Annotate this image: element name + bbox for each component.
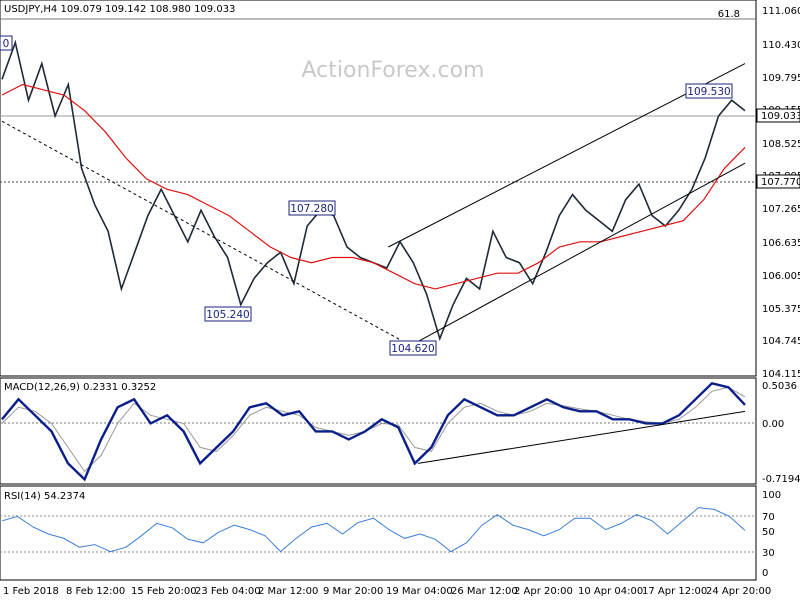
- x-tick-label: 10 Apr 04:00: [578, 586, 643, 597]
- annotation-104620: 104.620: [389, 340, 437, 356]
- annotation-105240: 105.240: [204, 306, 252, 322]
- y-tick-label: 109.795: [762, 73, 800, 84]
- x-tick-label: 26 Mar 12:00: [451, 586, 518, 597]
- rsi-series-layer: [1, 507, 746, 553]
- rsi-y-axis: 100 70 50 30 0: [762, 490, 781, 579]
- x-tick-label: 1 Feb 2018: [3, 586, 59, 597]
- macd-panel-title: MACD(12,26,9) 0.2331 0.3252: [4, 382, 156, 393]
- y-tick-label: 111.060: [762, 6, 800, 17]
- annotation-label: 0: [3, 38, 10, 50]
- x-tick-label: 24 Apr 20:00: [706, 586, 771, 597]
- x-tick-label: 23 Feb 04:00: [195, 586, 261, 597]
- y-tick-label: 30: [762, 548, 775, 559]
- x-tick-label: 19 Mar 04:00: [386, 586, 453, 597]
- y-tick-label: 104.745: [762, 336, 800, 347]
- channel-lower: [410, 162, 746, 346]
- annotation-107280: 107.280: [288, 200, 336, 216]
- macd-trendline: [418, 410, 746, 464]
- annotation-left-partial: 0: [0, 35, 13, 51]
- x-tick-label: 15 Feb 20:00: [131, 586, 197, 597]
- fib-label: 61.8: [718, 9, 740, 20]
- rsi-panel-border: [0, 485, 757, 581]
- annotation-label: 105.240: [206, 309, 249, 321]
- moving-average-layer: [1, 83, 746, 290]
- level-price-tag: 107.770: [756, 174, 800, 189]
- x-tick-label: 9 Mar 20:00: [323, 586, 383, 597]
- annotation-109530: 109.530: [685, 83, 733, 99]
- watermark: ActionForex.com: [302, 58, 485, 83]
- rsi-panel-title: RSI(14) 54.2374: [4, 491, 85, 502]
- x-tick-label: 2 Mar 12:00: [258, 586, 318, 597]
- y-tick-label: 0.00: [762, 419, 784, 430]
- y-tick-label: 106.635: [762, 238, 800, 249]
- price-series-layer: [1, 39, 746, 342]
- y-tick-label: 107.265: [762, 204, 800, 215]
- y-tick-label: 110.430: [762, 40, 800, 51]
- y-tick-label: 106.005: [762, 271, 800, 282]
- last-price-label: 109.033: [761, 111, 800, 122]
- x-tick-label: 8 Feb 12:00: [66, 586, 125, 597]
- macd-y-axis: 0.5036 0.00 -0.7194: [762, 381, 800, 485]
- trendline-layer: [1, 63, 746, 346]
- rsi-line: [1, 507, 746, 553]
- y-tick-label: 104.115: [762, 369, 800, 380]
- x-tick-label: 17 Apr 12:00: [642, 586, 707, 597]
- level-price-label: 107.770: [761, 177, 800, 188]
- y-tick-label: 105.375: [762, 304, 800, 315]
- last-price-tag: 109.033: [756, 108, 800, 123]
- price-y-axis: 111.060 110.430 109.795 109.155 108.525 …: [762, 6, 800, 380]
- price-panel-title: USDJPY,H4 109.079 109.142 108.980 109.03…: [4, 4, 235, 15]
- time-x-axis: 1 Feb 2018 8 Feb 12:00 15 Feb 20:00 23 F…: [3, 586, 771, 597]
- price-panel-border: [0, 0, 757, 377]
- y-tick-label: 108.525: [762, 139, 800, 150]
- x-tick-label: 2 Apr 20:00: [514, 586, 573, 597]
- macd-panel-border: [0, 377, 757, 485]
- y-tick-label: 100: [762, 490, 781, 501]
- y-tick-label: 50: [762, 527, 775, 538]
- macd-line: [1, 381, 746, 482]
- y-tick-label: 0: [762, 568, 768, 579]
- y-tick-label: 70: [762, 512, 775, 523]
- moving-average-line: [1, 83, 746, 290]
- price-series: [1, 39, 746, 342]
- macd-signal-line: [1, 386, 746, 473]
- annotation-label: 109.530: [687, 86, 730, 98]
- macd-series-layer: [1, 381, 746, 482]
- y-tick-label: -0.7194: [762, 474, 800, 485]
- annotation-label: 107.280: [290, 203, 333, 215]
- annotation-label: 104.620: [391, 343, 434, 355]
- y-tick-label: 0.5036: [762, 381, 797, 392]
